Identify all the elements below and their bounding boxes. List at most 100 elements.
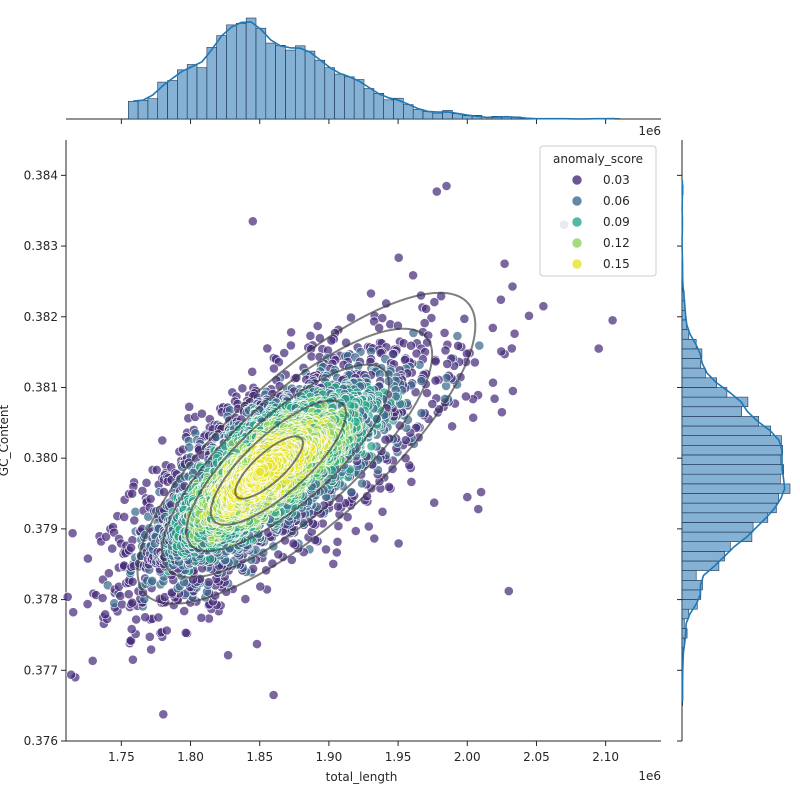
scatter-point [279,348,290,358]
x-tick-label: 2.05 [523,750,550,764]
top-hist-bar [265,42,276,120]
scatter-point [100,609,111,620]
scatter-point [469,357,480,368]
scatter-point [427,399,438,409]
scatter-point [161,625,172,636]
scatter-point [223,650,233,661]
legend-label: 0.03 [603,173,630,187]
scatter-point [312,321,323,331]
top-hist-bar [275,44,286,120]
top-hist-bar [147,98,158,120]
scatter-point [147,575,158,586]
scatter-point [268,363,279,374]
scatter-point [237,383,248,394]
scatter-point [140,612,151,623]
scatter-point [421,303,431,314]
top-hist-bar [157,81,168,120]
scatter-point [247,216,258,227]
scatter-point [333,521,344,531]
scatter-point [496,407,507,418]
top-hist-bar [285,49,296,120]
scatter-point [87,655,98,666]
x-tick-label: 1.90 [316,750,343,764]
scatter-point [476,487,486,497]
top-hist-bar [226,24,237,120]
scatter-point [66,669,76,680]
right-hist-bar [681,522,754,533]
scatter-point [411,348,422,359]
scatter-point [83,553,93,564]
scatter-point [68,607,79,618]
top-hist-bar [353,79,365,120]
top-kde-line [133,21,615,120]
scatter-point [441,381,451,391]
scatter-point [127,597,138,608]
scatter-point [97,593,108,603]
top-hist-bar [137,100,149,120]
right-hist-bar [681,329,690,340]
right-hist-bar [681,483,791,494]
right-hist-bar [681,473,781,485]
scatter-point [489,393,500,404]
scatter-point [184,401,195,412]
right-hist-bar [681,502,777,514]
scatter-point [369,533,380,544]
right-marginal-histogram [677,140,791,742]
scatter-point [346,487,357,498]
top-hist-bar [255,27,267,120]
scatter-point [141,477,152,488]
x-tick-label: 1.95 [385,750,412,764]
scatter-point [509,328,520,339]
scatter-point [126,542,137,553]
scatter-point [538,301,549,312]
y-tick-label: 0.383 [24,239,58,253]
scatter-point [285,340,296,351]
scatter-point [286,327,296,338]
scatter-point [130,506,141,517]
scatter-point [151,464,162,475]
right-hist-bar [681,464,784,475]
scatter-point [439,327,450,338]
scatter-point [101,531,111,542]
right-hist-bar [681,435,782,446]
scatter-point [127,488,138,499]
scatter-point [67,528,78,539]
legend-marker [571,258,583,270]
y-tick-label: 0.380 [24,451,58,465]
right-hist-bar [681,551,725,562]
scatter-point [126,635,136,646]
top-hist-bar [177,69,188,120]
scatter-point [607,315,618,326]
right-hist-bar [681,377,718,388]
top-hist-bar [196,67,208,120]
top-offset-label: 1e6 [638,124,661,138]
x-offset-label: 1e6 [638,769,661,783]
top-hist-bar [383,99,394,120]
top-hist-bar [304,50,316,120]
kde-contour [161,327,434,579]
scatter-point [288,538,299,549]
scatter-point [268,690,279,700]
top-hist-bar [294,45,306,120]
scatter-point [247,366,258,377]
scatter-point [196,408,207,419]
kde-contour [234,435,304,500]
y-tick-label: 0.378 [24,593,58,607]
legend-label: 0.15 [603,257,630,271]
right-hist-bar [681,541,731,552]
scatter-point [426,313,437,323]
kde-contour [185,363,391,553]
scatter-point [377,313,388,323]
top-hist-bar [206,47,217,120]
scatter-point [408,270,418,281]
top-hist-bar [373,93,384,120]
scatter-point [196,612,207,623]
scatter-point [179,606,190,616]
scatter-point [508,386,518,396]
scatter-point [104,568,114,579]
right-hist-bar [681,560,720,571]
top-marginal-histogram: 1e6 [66,17,661,138]
top-hist-bar [432,112,443,120]
right-hist-bar [681,589,702,600]
